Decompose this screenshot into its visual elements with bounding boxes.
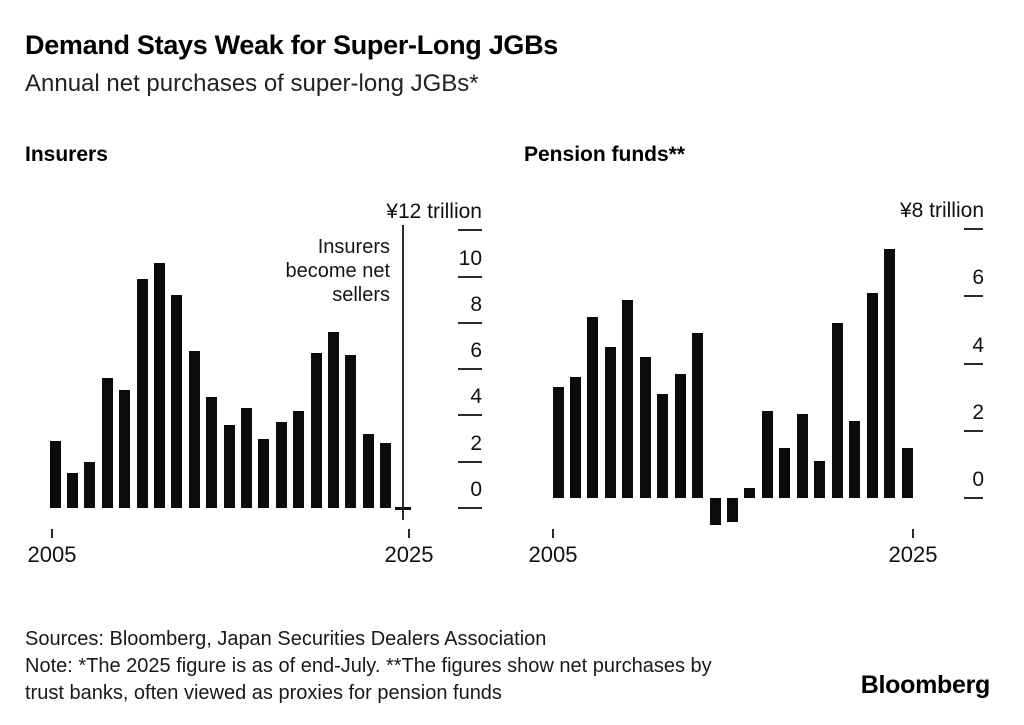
bar-2008 [604,346,616,498]
bar-2024 [884,249,896,498]
bar-2017 [258,438,270,508]
y-tick-0 [964,497,983,499]
bloomberg-logo: Bloomberg [860,671,991,699]
bar-2016 [744,487,756,498]
bar-2017 [761,410,773,498]
y-tick-label-4: 4 [972,333,984,357]
bar-2023 [362,433,374,508]
bar-2011 [657,393,669,498]
bar-2009 [119,389,131,508]
bar-2018 [779,447,791,498]
bar-2009 [622,299,634,498]
bar-2019 [796,414,808,498]
x-tick-label-2005: 2005 [27,542,77,567]
bar-2021 [327,332,339,508]
bar-2022 [345,355,357,508]
y-tick-8 [458,321,482,324]
bar-2021 [831,323,843,498]
bar-2022 [849,420,861,498]
x-tick-label-2025: 2025 [888,542,938,567]
y-tick-label-12: ¥12 trillion [386,200,482,224]
bar-2005 [49,440,61,508]
y-tick-6 [458,368,482,371]
sources-text: Sources: Bloomberg, Japan Securities Dea… [25,628,547,650]
y-tick-8 [964,228,983,231]
y-tick-6 [964,295,983,298]
bar-2012 [674,373,686,498]
annotation-line-3: sellers [332,284,390,306]
bar-2007 [587,316,599,498]
bar-2019 [293,410,305,508]
y-tick-label-10: 10 [458,246,482,270]
bar-2013 [188,350,200,508]
y-tick-label-0: 0 [470,478,482,501]
bar-2013 [692,333,704,498]
bar-2020 [814,461,826,498]
panel-title-insurers: Insurers [25,143,108,166]
bar-2010 [639,356,651,498]
annotation-line-1: Insurers [317,236,390,258]
note-text-line-2: trust banks, often viewed as proxies for… [25,682,502,704]
bar-2014 [206,396,218,508]
y-tick-10 [458,275,482,278]
y-tick-label-6: 6 [470,339,482,363]
bar-2020 [310,352,322,508]
y-tick-2 [964,429,983,432]
panel-title-pension-funds: Pension funds** [524,143,686,166]
x-tick-2005 [51,529,53,538]
bar-2024 [380,443,392,508]
x-tick-label-2005: 2005 [528,542,578,567]
note-text-line-1: Note: *The 2025 figure is as of end-July… [25,655,712,677]
bar-2015 [727,498,738,522]
y-tick-4 [964,362,983,365]
x-tick-label-2025: 2025 [384,542,434,567]
y-tick-label-0: 0 [972,468,984,491]
bar-2005 [552,387,564,498]
bar-2015 [223,424,235,508]
annotation-insurers-net-sellers: Insurers become net sellers [190,235,390,307]
bar-2007 [84,461,96,508]
y-tick-label-6: 6 [972,266,984,290]
bar-2023 [866,293,878,498]
bar-2012 [171,295,183,508]
x-tick-2025 [912,529,914,538]
bar-2008 [101,378,113,508]
bar-2014 [709,498,721,525]
bar-2016 [240,408,252,508]
bar-2018 [275,422,287,508]
y-tick-0 [458,507,482,509]
y-tick-label-8: ¥8 trillion [899,199,984,223]
y-tick-4 [458,414,482,417]
bar-2006 [66,473,78,508]
annotation-line-2: become net [285,260,390,282]
x-tick-2025 [408,529,410,538]
bar-2010 [136,278,148,508]
y-tick-label-4: 4 [470,385,482,409]
y-tick-label-8: 8 [470,292,482,316]
y-tick-label-2: 2 [972,400,984,424]
bar-2025 [901,447,913,498]
x-tick-2005 [552,529,554,538]
y-tick-label-2: 2 [470,431,482,455]
y-tick-12 [458,229,482,232]
annotation-callout-line [402,225,404,520]
y-tick-2 [458,460,482,463]
page-subtitle: Annual net purchases of super-long JGBs* [25,70,479,97]
bar-2011 [153,262,165,508]
bar-2006 [569,377,581,498]
page-title: Demand Stays Weak for Super-Long JGBs [25,30,559,60]
